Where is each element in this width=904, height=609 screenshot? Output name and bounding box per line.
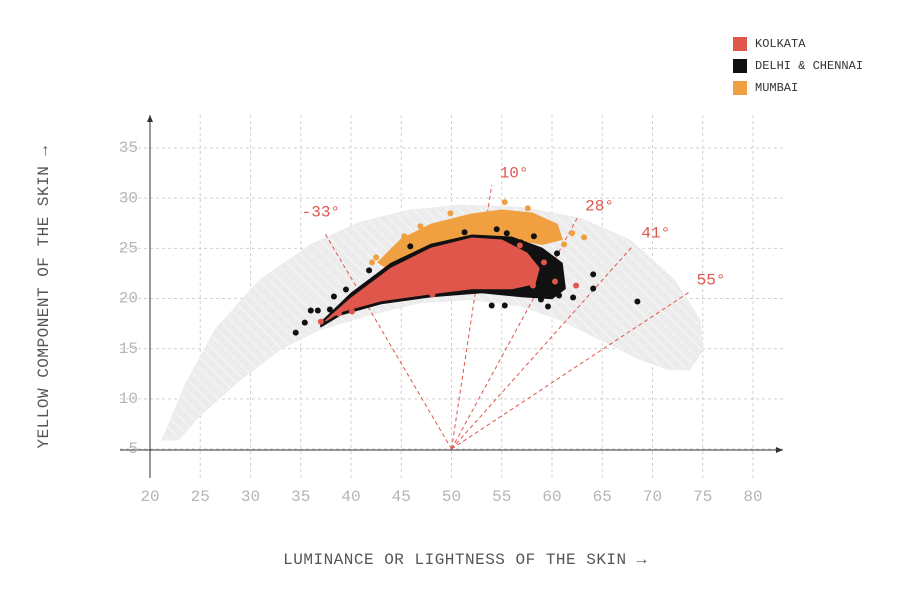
x-tick-label: 55: [492, 488, 511, 506]
hue-line: [451, 217, 578, 450]
hue-label: -33°: [302, 204, 340, 222]
data-point: [488, 302, 495, 309]
y-axis-title: YELLOW COMPONENT OF THE SKIN →: [35, 145, 53, 448]
axes: 20 25 30 35 40 45 50 55 60 65 70 75 80 5 10 15 20 25 30 35: [119, 115, 783, 506]
data-point: [417, 223, 424, 230]
plot-area: -33° 10° 28° 41° 55°: [161, 164, 726, 450]
data-point: [554, 250, 561, 257]
data-point: [530, 233, 537, 240]
x-tick-label: 45: [392, 488, 411, 506]
hue-label: 41°: [641, 225, 670, 243]
x-tick-label: 20: [140, 488, 159, 506]
data-point: [544, 303, 551, 310]
data-point: [301, 319, 308, 326]
data-point: [634, 298, 641, 305]
data-point: [542, 230, 549, 237]
y-axis-arrow: [147, 115, 153, 122]
x-tick-label: 50: [442, 488, 461, 506]
y-tick-label: 20: [119, 290, 138, 308]
data-point: [524, 205, 531, 212]
data-point: [552, 278, 559, 285]
data-point: [447, 210, 454, 217]
legend-swatch: [733, 81, 747, 95]
hue-line: [451, 185, 493, 450]
legend-swatch: [733, 59, 747, 73]
x-axis-title: LUMINANCE OR LIGHTNESS OF THE SKIN →: [283, 551, 647, 569]
data-point: [590, 285, 597, 292]
data-point: [326, 306, 333, 313]
data-point: [461, 229, 468, 236]
data-point: [569, 230, 576, 237]
x-tick-label: 40: [341, 488, 360, 506]
data-point: [529, 282, 536, 289]
hue-label: 10°: [500, 164, 529, 182]
legend-label: MUMBAI: [755, 81, 798, 95]
legend-label: DELHI & CHENNAI: [755, 59, 863, 73]
data-point: [366, 267, 373, 274]
y-tick-label: 30: [119, 189, 138, 207]
data-point: [590, 271, 597, 278]
data-point: [516, 242, 523, 249]
data-point: [401, 233, 408, 240]
y-tick-label: 35: [119, 139, 138, 157]
data-point: [292, 329, 299, 336]
data-point: [537, 296, 544, 303]
data-point: [314, 307, 321, 314]
data-point: [540, 259, 547, 266]
y-tick-label: 15: [119, 340, 138, 358]
y-tick-label: 10: [119, 390, 138, 408]
y-tick-label: 5: [128, 440, 138, 458]
data-point: [501, 302, 508, 309]
hue-label: 55°: [697, 272, 726, 290]
data-point: [335, 310, 342, 317]
y-tick-label: 25: [119, 240, 138, 258]
data-point: [369, 259, 376, 266]
data-point: [501, 199, 508, 206]
x-tick-label: 30: [241, 488, 260, 506]
data-point: [547, 290, 554, 297]
data-point: [573, 282, 580, 289]
cluster-region: [325, 237, 540, 322]
x-tick-label: 60: [542, 488, 561, 506]
legend-swatch: [733, 37, 747, 51]
hue-line: [451, 292, 689, 450]
x-tick-label: 65: [593, 488, 612, 506]
data-point: [317, 318, 324, 325]
data-point: [493, 226, 500, 233]
legend: KOLKATA DELHI & CHENNAI MUMBAI: [733, 37, 863, 95]
data-point: [503, 230, 510, 237]
data-point: [561, 241, 568, 248]
data-point: [570, 294, 577, 301]
gamut-envelope: [161, 204, 704, 441]
x-tick-label: 35: [291, 488, 310, 506]
data-point: [330, 293, 337, 300]
x-axis-arrow: [776, 447, 783, 453]
data-point: [349, 308, 356, 315]
hue-label: 28°: [585, 197, 614, 215]
data-point: [342, 286, 349, 293]
data-point: [581, 234, 588, 241]
x-tick-label: 75: [693, 488, 712, 506]
x-tick-label: 25: [191, 488, 210, 506]
data-point: [484, 216, 491, 223]
data-point: [373, 254, 380, 261]
x-tick-label: 70: [643, 488, 662, 506]
legend-label: KOLKATA: [755, 37, 806, 51]
data-point: [407, 243, 414, 250]
hue-line: [451, 244, 634, 450]
data-point: [307, 307, 314, 314]
x-tick-label: 80: [743, 488, 762, 506]
data-point: [553, 227, 560, 234]
data-point: [429, 291, 436, 298]
data-point: [556, 292, 563, 299]
